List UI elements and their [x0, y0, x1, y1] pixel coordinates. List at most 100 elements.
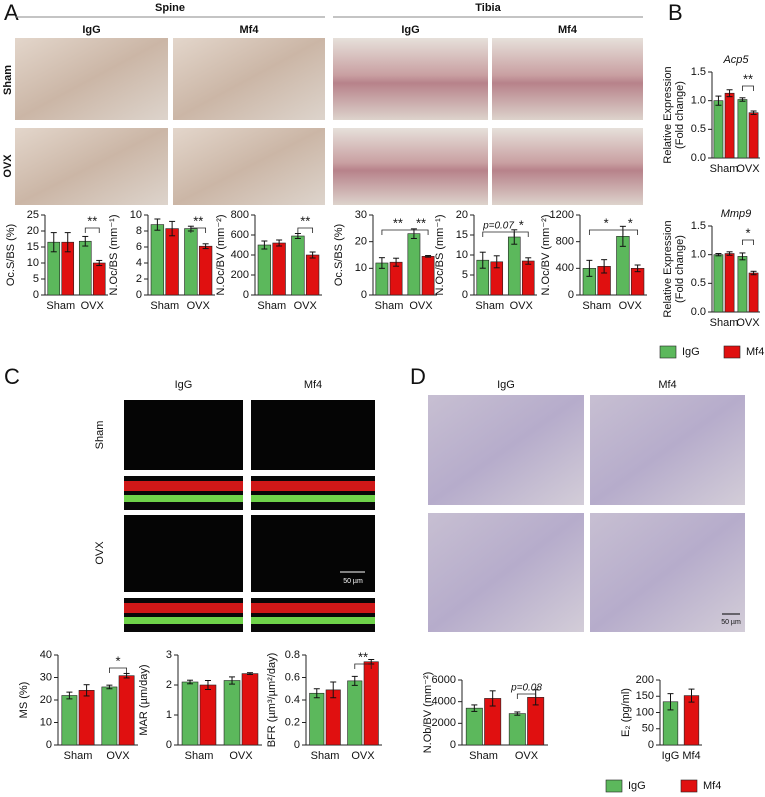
y-tick-label: 0 — [243, 289, 249, 301]
y-axis-label: Relative Expression — [662, 220, 674, 317]
scale-label: 50 µm — [721, 619, 741, 626]
bar — [257, 244, 272, 296]
y-tick-label: 20 — [456, 209, 468, 221]
fluorescence-image — [251, 400, 375, 470]
y-axis-label: Oc.S/BS (%) — [333, 224, 345, 286]
y-tick-label: 0.4 — [285, 694, 300, 706]
row-label: OVX — [2, 154, 14, 178]
x-tick-label: Sham — [257, 300, 286, 312]
x-tick-label: Sham — [710, 163, 739, 175]
x-tick-label: IgG — [662, 750, 680, 762]
y-axis-label: Oc.S/BS (%) — [5, 224, 17, 286]
y-tick-label: 0.5 — [691, 123, 706, 135]
y-tick-label: 200 — [636, 674, 654, 686]
bar — [508, 713, 526, 746]
bar — [291, 235, 305, 296]
y-tick-label: 1200 — [550, 209, 574, 221]
bar — [683, 695, 700, 746]
significance-label: * — [115, 653, 120, 668]
panel-letter: D — [410, 364, 426, 389]
significance-label: ** — [393, 215, 403, 230]
bar — [748, 272, 759, 313]
bar — [101, 686, 118, 746]
significance-bracket — [354, 663, 372, 669]
y-tick-label: 6000 — [432, 674, 456, 686]
bar — [78, 240, 92, 296]
y-tick-label: 0.5 — [691, 277, 706, 289]
y-tick-label: 400 — [556, 262, 574, 274]
row-label: OVX — [94, 541, 106, 565]
y-axis-label: BFR (µm³/µm²/day) — [266, 653, 278, 748]
significance-bracket — [742, 85, 754, 91]
x-tick-label: OVX — [294, 300, 318, 312]
y-axis-label: MAR (µm/day) — [138, 664, 150, 735]
y-tick-label: 2 — [166, 679, 172, 691]
bar — [737, 99, 748, 159]
row-label: Sham — [2, 65, 14, 95]
y-axis-label: N.Ob/BV (mm⁻²) — [422, 672, 434, 754]
bar — [181, 681, 199, 746]
significance-bracket — [413, 229, 429, 235]
legend-swatch — [659, 345, 677, 359]
y-tick-label: 10 — [355, 262, 367, 274]
bar — [272, 242, 286, 296]
panel-letter: A — [4, 0, 19, 25]
bar — [521, 260, 535, 296]
y-tick-label: 15 — [27, 241, 39, 253]
significance-bracket — [297, 227, 314, 233]
micrograph — [428, 395, 584, 505]
legend-label: IgG — [628, 780, 646, 792]
legend-swatch — [605, 779, 623, 793]
y-axis-label: Relative Expression — [662, 66, 674, 163]
y-axis-label: N.Oc/BV (mm⁻²) — [215, 215, 227, 296]
label-red — [124, 481, 243, 491]
column-label: Mf4 — [558, 24, 578, 36]
fluorescence-image — [124, 515, 243, 592]
label-red — [251, 603, 375, 613]
significance-label: ** — [87, 213, 97, 228]
x-tick-label: Sham — [185, 750, 214, 762]
y-tick-label: 0 — [136, 289, 142, 301]
x-tick-label: Sham — [469, 750, 498, 762]
x-tick-label: OVX — [409, 300, 433, 312]
y-tick-label: 0 — [294, 739, 300, 751]
bar — [363, 661, 379, 746]
y-tick-label: 0.0 — [691, 152, 706, 164]
significance-bracket — [482, 231, 515, 237]
bar — [630, 268, 645, 296]
bar — [389, 261, 403, 296]
bar — [407, 233, 421, 296]
label-red — [124, 603, 243, 613]
y-tick-label: 0.6 — [285, 671, 300, 683]
y-tick-label: 20 — [355, 236, 367, 248]
micrograph — [15, 38, 168, 120]
x-tick-label: OVX — [619, 300, 643, 312]
column-label: IgG — [82, 24, 100, 36]
x-tick-label: OVX — [736, 317, 760, 329]
bar — [748, 112, 759, 159]
y-tick-label: 0 — [462, 289, 468, 301]
column-label: Mf4 — [304, 379, 322, 391]
micrograph — [590, 395, 745, 505]
significance-label: ** — [416, 215, 426, 230]
legend-swatch — [680, 779, 698, 793]
bar — [223, 680, 241, 746]
y-tick-label: 800 — [556, 236, 574, 248]
x-tick-label: Sham — [375, 300, 404, 312]
bar — [150, 224, 165, 296]
y-tick-label: 2000 — [432, 717, 456, 729]
y-tick-label: 4000 — [432, 696, 456, 708]
y-tick-label: 0 — [166, 739, 172, 751]
y-tick-label: 600 — [231, 229, 249, 241]
panel-letter: C — [4, 364, 20, 389]
y-tick-label: 5 — [33, 273, 39, 285]
label-red — [251, 481, 375, 491]
group-title: Spine — [155, 2, 185, 14]
x-tick-label: OVX — [515, 750, 539, 762]
y-tick-label: 2 — [136, 273, 142, 285]
y-tick-label: 8 — [136, 225, 142, 237]
x-tick-label: Sham — [46, 300, 75, 312]
significance-label: * — [519, 217, 524, 232]
y-axis-label: N.Oc/BS (mm⁻¹) — [108, 215, 120, 296]
bar — [347, 680, 363, 746]
